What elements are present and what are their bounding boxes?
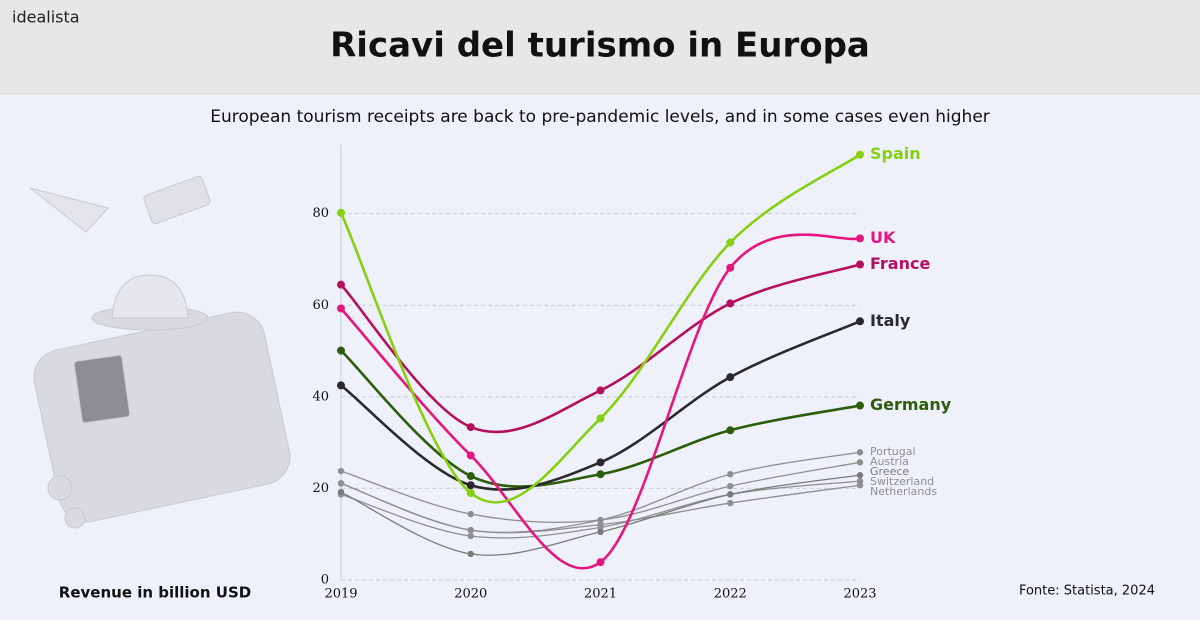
series-label: Austria	[870, 455, 909, 468]
data-point	[726, 426, 735, 435]
data-point	[856, 449, 864, 456]
data-point	[727, 482, 734, 490]
data-point	[596, 414, 605, 423]
data-point	[337, 381, 345, 390]
data-point	[337, 488, 345, 496]
data-point	[727, 499, 734, 507]
data-point	[726, 373, 735, 382]
data-point	[596, 470, 605, 479]
series-label: France	[870, 254, 930, 273]
header-band	[0, 0, 1200, 95]
data-point	[596, 386, 605, 395]
series-label: Portugal	[870, 445, 916, 458]
series-label: Italy	[870, 311, 911, 330]
data-point	[337, 480, 345, 487]
y-tick-label: 0	[321, 573, 329, 588]
y-tick-label: 40	[312, 389, 329, 404]
data-point	[466, 451, 475, 460]
y-tick-label: 80	[312, 206, 329, 221]
footer-band	[0, 620, 1200, 627]
y-tick-label: 20	[312, 481, 329, 496]
data-point	[856, 260, 864, 269]
series-label: Spain	[870, 144, 921, 163]
data-point	[337, 467, 345, 475]
data-point	[596, 558, 605, 567]
series-line	[339, 153, 861, 504]
data-point	[727, 471, 734, 478]
x-tick-label: 2022	[714, 587, 747, 602]
chart-title: Ricavi del turismo in Europa	[330, 26, 870, 66]
y-tick-label: 60	[312, 298, 329, 313]
data-point	[856, 317, 864, 326]
source: Fonte: Statista, 2024	[1019, 584, 1155, 599]
data-point	[466, 472, 475, 481]
data-point	[466, 423, 475, 432]
data-point	[856, 477, 864, 485]
illustration	[29, 175, 291, 529]
data-point	[726, 299, 735, 308]
data-point	[467, 532, 474, 540]
series-label: Switzerland	[870, 475, 934, 488]
x-tick-label: 2021	[584, 587, 617, 602]
data-point	[467, 550, 474, 558]
data-point	[467, 526, 474, 534]
data-point	[466, 489, 475, 497]
brand: idealista	[12, 8, 80, 27]
data-point	[727, 491, 734, 498]
data-point	[856, 471, 864, 479]
data-point	[856, 150, 864, 159]
series-label: UK	[870, 228, 896, 247]
data-point	[596, 458, 605, 467]
data-point	[337, 280, 345, 289]
data-point	[337, 346, 345, 355]
x-tick-label: 2019	[324, 587, 357, 602]
series-label: Germany	[870, 395, 952, 414]
data-point	[856, 459, 864, 466]
data-point	[467, 510, 474, 518]
data-point	[856, 401, 864, 410]
data-point	[597, 524, 604, 531]
data-point	[597, 516, 604, 524]
data-point	[856, 234, 864, 243]
data-point	[726, 238, 735, 247]
data-point	[597, 528, 604, 536]
x-tick-label: 2023	[843, 587, 876, 602]
series-line	[340, 263, 861, 434]
data-point	[337, 304, 345, 313]
x-tick-label: 2020	[454, 587, 487, 602]
data-point	[466, 481, 475, 490]
y-axis-title: Revenue in billion USD	[59, 584, 251, 602]
series-label: Greece	[870, 465, 909, 478]
chart-subtitle: European tourism receipts are back to pr…	[210, 107, 990, 127]
data-point	[726, 263, 735, 272]
series-label: Netherlands	[870, 485, 937, 498]
data-point	[337, 208, 345, 217]
